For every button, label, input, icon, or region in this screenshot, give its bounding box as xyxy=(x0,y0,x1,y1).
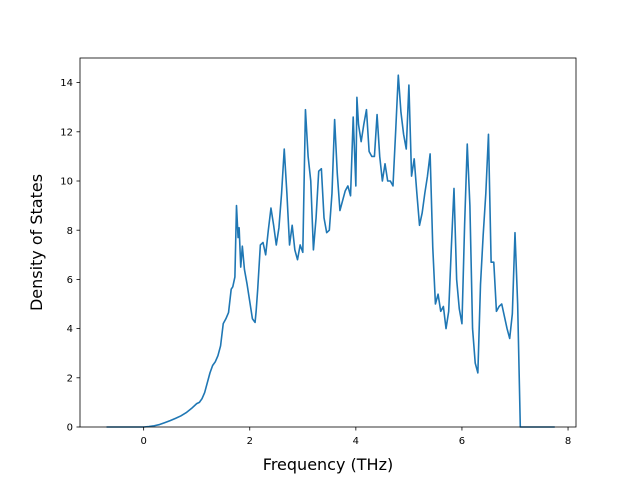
x-axis-label: Frequency (THz) xyxy=(263,455,393,474)
plot-frame xyxy=(79,57,577,428)
x-tick-label: 2 xyxy=(247,436,253,447)
x-tick-label: 6 xyxy=(459,436,465,447)
x-tick-label: 0 xyxy=(140,436,146,447)
x-tick-label: 4 xyxy=(353,436,359,447)
y-tick-label: 14 xyxy=(60,78,73,89)
series-layer xyxy=(106,74,555,428)
plot-area xyxy=(80,58,576,427)
y-tick-label: 0 xyxy=(67,423,73,434)
y-tick-label: 6 xyxy=(67,275,73,286)
y-tick-label: 12 xyxy=(60,127,73,138)
y-tick-label: 4 xyxy=(67,324,73,335)
y-tick-label: 8 xyxy=(67,226,73,237)
dos-line xyxy=(106,74,555,428)
y-axis-label: Density of States xyxy=(27,174,46,311)
x-tick-label: 8 xyxy=(565,436,571,447)
axes-layer: 0 2 4 6 8 0 2 4 6 8 10 12 14 xyxy=(60,78,571,447)
y-tick-label: 2 xyxy=(67,373,73,384)
y-tick-label: 10 xyxy=(60,177,73,188)
